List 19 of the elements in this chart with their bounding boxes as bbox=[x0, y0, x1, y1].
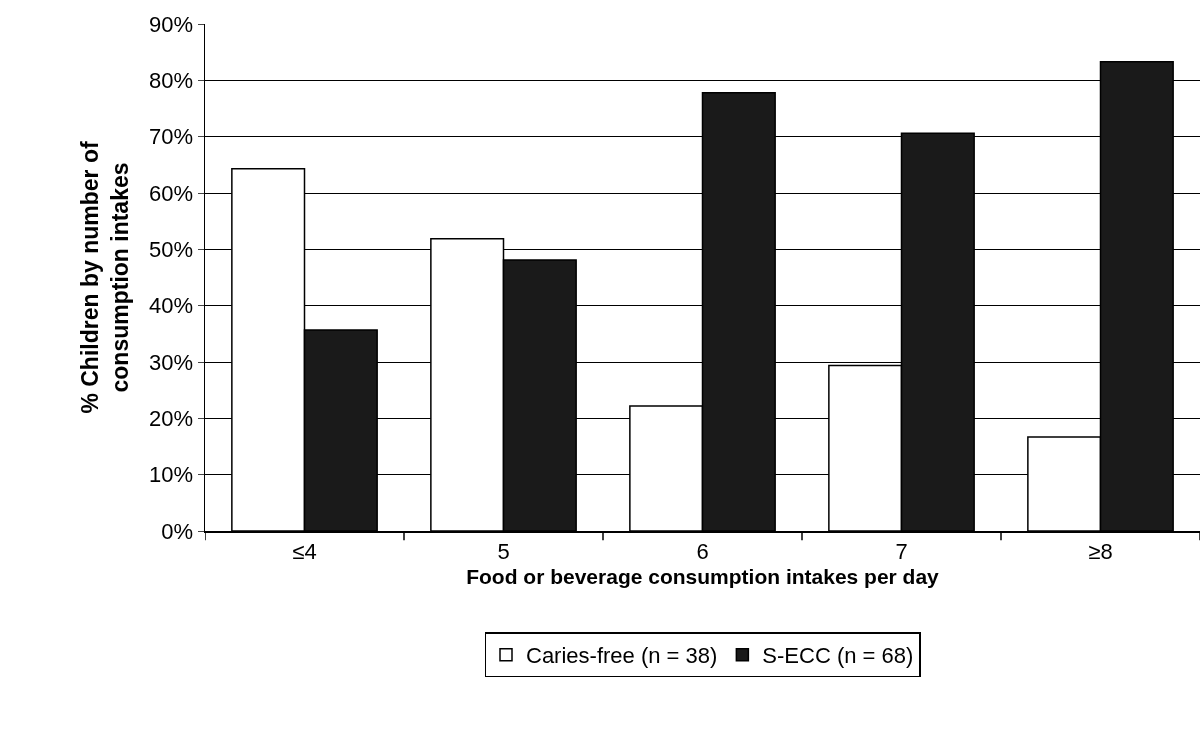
y-tick-label: 10% bbox=[149, 462, 194, 488]
x-axis-title: Food or beverage consumption intakes per day bbox=[466, 564, 940, 588]
y-tick-label: 90% bbox=[149, 11, 194, 37]
y-tick-label: 80% bbox=[149, 68, 194, 94]
x-tick-label: ≤4 bbox=[292, 538, 317, 564]
y-tick-label: 0% bbox=[161, 518, 194, 544]
y-tick-label: 30% bbox=[149, 349, 194, 375]
x-tick-label: 7 bbox=[895, 538, 908, 564]
y-tick-label: 60% bbox=[149, 180, 194, 206]
y-axis-title: % Children by number of consumption intakes bbox=[76, 141, 133, 414]
x-tick-label: ≥8 bbox=[1088, 538, 1113, 564]
y-tick-label: 40% bbox=[149, 293, 194, 319]
legend-label: S-ECC (n = 68) bbox=[762, 643, 914, 669]
x-tick-label: 6 bbox=[696, 538, 709, 564]
y-tick-label: 50% bbox=[149, 237, 194, 263]
y-tick-label: 20% bbox=[149, 406, 194, 432]
x-tick-label: 5 bbox=[497, 538, 510, 564]
y-tick-label: 70% bbox=[149, 124, 194, 150]
legend-label: Caries-free (n = 38) bbox=[526, 643, 718, 669]
